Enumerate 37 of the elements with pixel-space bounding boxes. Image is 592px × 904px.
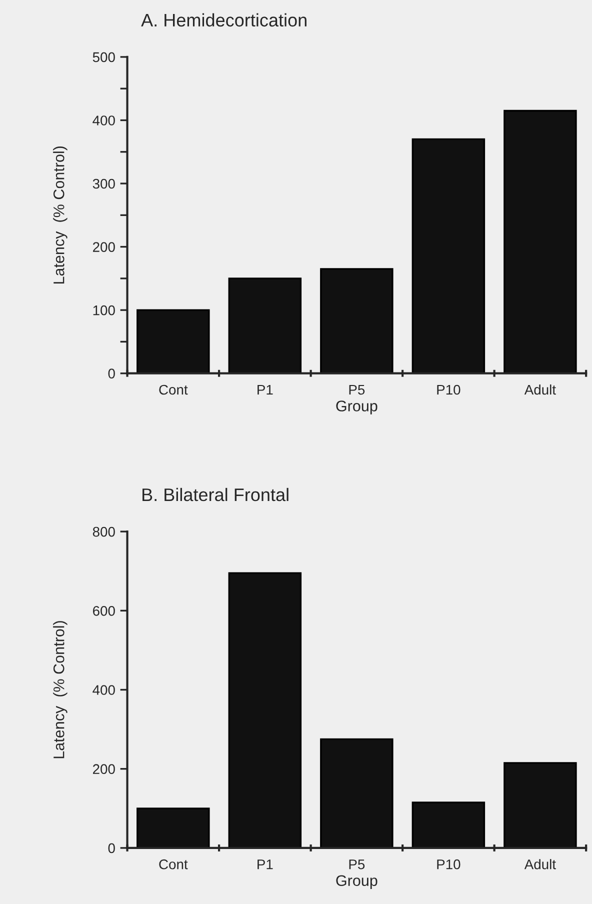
x-tick-label: P1	[258, 860, 273, 870]
y-tick-label: 800	[92, 526, 115, 537]
bar	[320, 268, 394, 374]
y-tick-label: 200	[93, 764, 115, 774]
x-tick-label: P5	[349, 384, 365, 395]
x-tick-label: P1	[258, 384, 273, 395]
x-tick-label: Adult	[524, 859, 556, 870]
y-tick-label: 500	[92, 52, 115, 62]
chart-title: B. Bilateral Frontal	[142, 488, 288, 502]
y-tick-label: 0	[108, 843, 115, 854]
y-tick-label: 600	[93, 606, 115, 616]
bar	[412, 138, 486, 374]
y-tick-label: 300	[92, 178, 115, 189]
bar	[228, 572, 302, 848]
x-axis-title: Group	[336, 400, 378, 414]
y-axis-title: Latency (% Control)	[53, 621, 68, 758]
chart-title: A. Hemidecortication	[141, 13, 306, 27]
x-tick-label: Cont	[159, 384, 188, 395]
x-tick-label: Adult	[524, 384, 556, 395]
y-tick-label: 400	[92, 116, 115, 126]
x-tick-label: Cont	[159, 859, 188, 870]
bar	[412, 802, 486, 848]
x-tick-label: P10	[437, 384, 460, 395]
bar	[136, 808, 210, 848]
y-tick-label: 0	[108, 368, 115, 379]
bar	[504, 762, 577, 848]
y-tick-label: 100	[93, 305, 115, 316]
y-axis-title: Latency (% Control)	[53, 146, 68, 284]
bar	[504, 110, 577, 374]
x-axis-title: Group	[336, 875, 378, 890]
y-tick-label: 400	[92, 685, 115, 695]
y-tick-label: 200	[93, 242, 115, 252]
bar	[136, 309, 210, 374]
bar	[228, 278, 302, 374]
x-tick-label: P10	[437, 859, 460, 870]
x-tick-label: P5	[349, 860, 365, 870]
bar	[320, 738, 394, 848]
